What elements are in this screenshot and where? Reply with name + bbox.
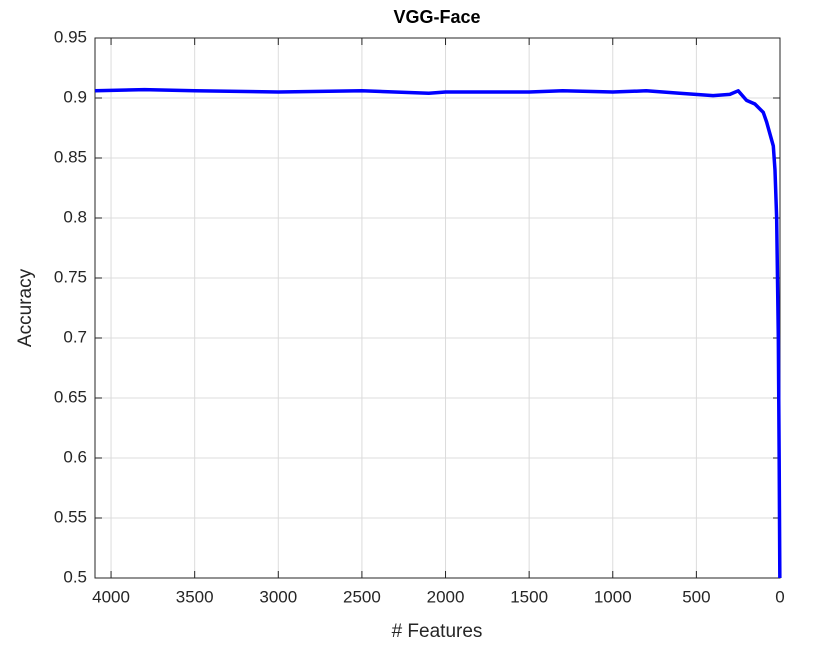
y-tick-label: 0.7 — [63, 327, 87, 346]
y-tick-label: 0.9 — [63, 87, 87, 106]
axes-box — [94, 37, 781, 579]
x-axis-label: # Features — [392, 621, 483, 642]
chart-title: VGG-Face — [393, 7, 480, 27]
x-tick-label: 500 — [682, 587, 710, 606]
y-tick-label: 0.75 — [54, 267, 87, 286]
y-tick-label: 0.85 — [54, 147, 87, 166]
x-tick-label: 3000 — [259, 587, 297, 606]
x-tick-label: 1000 — [594, 587, 632, 606]
y-tick-label: 0.6 — [63, 447, 87, 466]
x-tick-label: 0 — [775, 587, 784, 606]
y-axis-label: Accuracy — [15, 268, 36, 347]
y-tick-label: 0.5 — [63, 567, 87, 586]
x-tick-label: 1500 — [510, 587, 548, 606]
y-tick-label: 0.65 — [54, 387, 87, 406]
data-line — [94, 87, 782, 579]
x-tick-label: 2000 — [427, 587, 465, 606]
y-tick-label: 0.55 — [54, 507, 87, 526]
x-tick-label: 3500 — [176, 587, 214, 606]
x-tick-label: 2500 — [343, 587, 381, 606]
x-tick-label: 4000 — [92, 587, 130, 606]
y-tick-label: 0.8 — [63, 207, 87, 226]
y-tick-label: 0.95 — [54, 27, 87, 46]
